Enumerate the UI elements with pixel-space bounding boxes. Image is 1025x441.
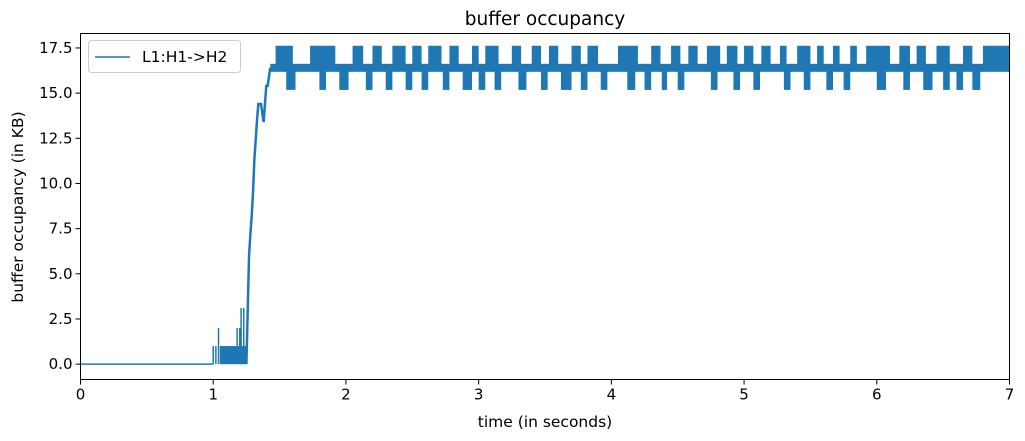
y-tick-label: 17.5 [39,39,72,57]
series-low-dip [710,67,718,90]
series-low-dip [843,67,851,90]
x-axis: 0 1 2 3 4 5 6 7 [76,379,1015,404]
series-low-dip [956,67,964,90]
legend-label: L1:H1->H2 [142,48,227,66]
y-tick-label: 10.0 [39,174,72,192]
series-high-burst [449,45,459,68]
series-low-dip [923,67,933,90]
series-low-dip [462,67,473,90]
x-tick-label: 2 [341,386,351,404]
y-tick-label: 5.0 [49,265,73,283]
series-high-burst [866,45,891,68]
series-low-dip [627,67,636,90]
series-high-burst [531,45,542,68]
series-high-burst [726,45,738,68]
y-tick-label: 12.5 [39,129,72,147]
y-tick-label: 7.5 [49,220,73,238]
x-tick-label: 3 [474,386,484,404]
y-axis: 0.0 2.5 5.0 7.5 10.0 12.5 15.0 17.5 [39,39,81,373]
series-low-dip [677,67,685,90]
series-high-burst [472,45,479,68]
series-high-burst [982,45,1010,68]
series-low-dip [826,67,833,90]
series-high-burst [310,45,336,68]
x-axis-title: time (in seconds) [478,413,612,431]
series-low-dip [319,67,327,90]
series-high-burst [779,45,787,68]
series-high-burst [485,45,499,68]
series-high-burst [706,45,721,68]
series-low-dip [421,67,429,90]
series-low-dip [600,67,608,90]
series-low-dip [644,67,652,90]
legend-box [88,40,241,73]
y-tick-label: 15.0 [39,84,72,102]
series-high-burst [587,45,599,68]
series-low-dip [385,67,393,90]
series-noise-band [219,346,247,365]
series-high-burst [761,45,771,68]
series-high-burst [571,45,581,68]
series-high-burst [372,45,382,68]
x-tick-label: 1 [208,386,218,404]
series-high-burst [688,45,698,68]
series-high-burst [899,45,910,68]
series-high-burst [916,45,926,68]
series-high-burst [817,45,824,68]
series-low-dip [405,67,413,90]
series-low-dip [903,67,910,90]
series-low-dip [803,67,811,90]
x-tick-label: 7 [1005,386,1015,404]
series-low-dip [560,67,572,90]
series-low-dip [442,67,450,90]
series-high-burst [548,45,559,68]
series-low-dip [661,67,668,90]
series-high-burst [651,45,661,68]
series-high-burst [797,45,811,68]
series-high-burst [275,45,293,68]
series-high-burst [412,45,422,68]
series-low-dip [478,67,486,90]
series-high-burst [671,45,681,68]
series-low-dip [518,67,527,90]
series-low-dip [339,67,349,90]
x-tick-label: 0 [76,386,86,404]
series-low-dip [541,67,548,90]
series-high-burst [392,45,406,68]
series-low-dip [972,67,981,90]
series-high-burst [963,45,973,68]
x-tick-label: 5 [739,386,749,404]
series-low-dip [580,67,588,90]
series-low-dip [494,67,502,90]
data-layer [80,45,1010,365]
series-high-burst [428,45,442,68]
series-ramp [245,67,272,365]
series-low-dip [783,67,791,90]
series-low-dip [753,67,760,90]
series-high-burst [744,45,754,68]
x-tick-label: 4 [607,386,617,404]
series-high-burst [850,45,857,68]
series-low-dip [365,67,373,90]
series-low-dip [943,67,950,90]
y-axis-title: buffer occupancy (in KB) [9,111,27,302]
series-low-dip [286,67,296,90]
series-low-dip [733,67,741,90]
series-low-dip [876,67,887,90]
chart-title: buffer occupancy [465,9,625,30]
y-tick-label: 2.5 [49,310,73,328]
plot-frame [80,33,1010,380]
series-high-burst [352,45,364,68]
series-high-burst [617,45,638,68]
series-high-burst [511,45,522,68]
series-high-burst [936,45,950,68]
legend: L1:H1->H2 [88,40,241,73]
y-tick-label: 0.0 [49,355,73,373]
x-tick-label: 6 [872,386,882,404]
series-steady-band [270,63,1010,72]
series-high-burst [832,45,840,68]
